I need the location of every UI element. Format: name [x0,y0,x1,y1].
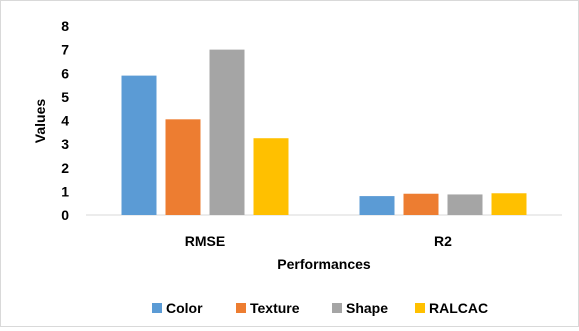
bar-ralcac-r2 [491,193,527,215]
x-category-label: RMSE [185,233,225,249]
y-tick-label: 4 [61,113,69,129]
legend-swatch-ralcac [415,303,425,313]
bar-color-rmse [121,75,157,215]
bar-shape-r2 [447,194,483,215]
y-tick-labels: 0 1 2 3 4 5 6 7 8 [61,18,69,223]
y-tick-label: 1 [61,183,69,199]
legend-swatch-texture [236,303,246,313]
bar-texture-r2 [403,193,439,215]
x-axis-title: Performances [277,256,371,272]
legend-label-color: Color [166,300,203,316]
legend-swatch-color [152,303,162,313]
y-tick-label: 7 [61,42,69,58]
legend-swatch-shape [332,303,342,313]
x-category-label: R2 [434,233,452,249]
legend-label-shape: Shape [346,300,388,316]
bar-color-r2 [359,196,395,215]
y-tick-label: 3 [61,136,69,152]
bar-chart: 0 1 2 3 4 5 6 7 8 RMSE R2 Values Performances Col… [32,18,562,316]
y-tick-label: 2 [61,160,69,176]
y-tick-label: 8 [61,18,69,34]
legend-label-texture: Texture [250,300,300,316]
bars [121,49,527,215]
category-labels: RMSE R2 [185,233,452,249]
legend: Color Texture Shape RALCAC [152,300,488,316]
y-tick-label: 6 [61,65,69,81]
y-tick-label: 0 [61,207,69,223]
y-tick-label: 5 [61,89,69,105]
y-axis-title: Values [32,99,48,144]
bar-texture-rmse [165,119,201,215]
bar-ralcac-rmse [253,138,289,215]
legend-label-ralcac: RALCAC [429,300,488,316]
bar-shape-rmse [209,49,245,215]
